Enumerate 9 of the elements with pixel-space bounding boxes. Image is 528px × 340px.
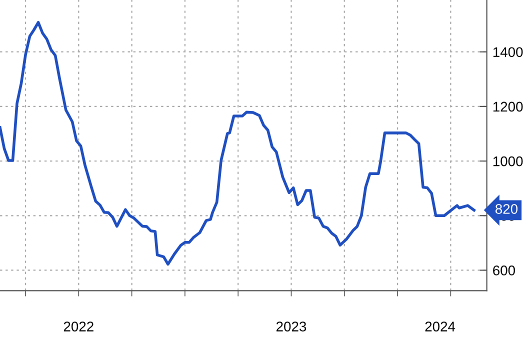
y-tick-label: 600 <box>493 266 515 276</box>
y-tick-label: 1200 <box>493 102 523 112</box>
annotation: 820 <box>496 204 518 214</box>
x-tick-label: 2024 <box>425 322 456 332</box>
y-tick-label: 1000 <box>493 156 523 166</box>
x-tick-label: 2023 <box>276 322 306 332</box>
x-tick-label: 2022 <box>64 322 94 332</box>
y-tick-label: 1400 <box>493 47 523 58</box>
line-series <box>0 20 476 266</box>
